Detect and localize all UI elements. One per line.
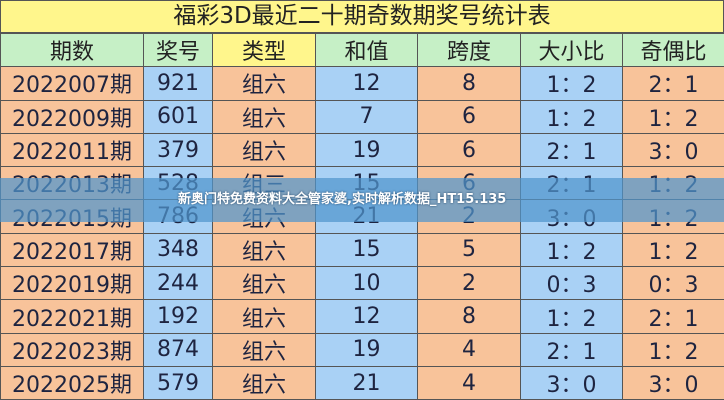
table-cell: 1：2 <box>520 299 623 334</box>
table-cell: 12 <box>315 299 418 334</box>
table-cell: 1：2 <box>622 332 724 367</box>
table-cell: 2022021期 <box>0 299 144 334</box>
table-cell: 组六 <box>212 132 316 168</box>
table-cell: 2：1 <box>520 332 623 367</box>
table-row: 2022009期 601 组六 7 6 1：2 1：2 <box>0 99 724 134</box>
table-cell: 2：1 <box>520 132 623 168</box>
table-cell: 379 <box>143 132 213 168</box>
table-row: 2022017期 348 组六 15 5 1：2 1：2 <box>0 232 724 268</box>
table-cell: 0：3 <box>520 266 623 301</box>
column-header: 和值 <box>315 32 418 68</box>
table-cell: 2 <box>417 266 521 301</box>
table-cell: 19 <box>315 132 418 168</box>
table-cell: 2022025期 <box>0 365 144 400</box>
table-cell: 192 <box>143 299 213 334</box>
table-cell: 2：1 <box>622 66 724 101</box>
table-cell: 组六 <box>212 232 316 268</box>
table-cell: 1：2 <box>520 66 623 101</box>
table-cell: 601 <box>143 99 213 134</box>
table-cell: 0：3 <box>622 266 724 301</box>
table-cell: 5 <box>417 232 521 268</box>
column-header: 期数 <box>0 32 144 68</box>
table-cell: 1：2 <box>622 232 724 268</box>
table-cell: 7 <box>315 99 418 134</box>
table-cell: 组六 <box>212 66 316 101</box>
table-cell: 4 <box>417 332 521 367</box>
table-cell: 6 <box>417 132 521 168</box>
table-cell: 2022011期 <box>0 132 144 168</box>
table-row: 2022025期 579 组六 21 4 3：0 3：0 <box>0 365 724 400</box>
table-cell: 3：0 <box>622 132 724 168</box>
table-cell: 1：2 <box>520 232 623 268</box>
table-cell: 244 <box>143 266 213 301</box>
table-cell: 12 <box>315 66 418 101</box>
table-cell: 4 <box>417 365 521 400</box>
table-cell: 874 <box>143 332 213 367</box>
table-cell: 1：2 <box>520 99 623 134</box>
table-cell: 10 <box>315 266 418 301</box>
table-cell: 组六 <box>212 365 316 400</box>
table-cell: 15 <box>315 232 418 268</box>
column-header: 大小比 <box>520 32 623 68</box>
table-cell: 组六 <box>212 266 316 301</box>
table-cell: 组六 <box>212 299 316 334</box>
table-cell: 2022007期 <box>0 66 144 101</box>
table-cell: 2：1 <box>622 299 724 334</box>
table-cell: 8 <box>417 66 521 101</box>
table-cell: 2022023期 <box>0 332 144 367</box>
table-cell: 6 <box>417 99 521 134</box>
overlay-banner[interactable]: 新奥门特免费资料大全管家婆,实时解析数据_HT15.135 <box>0 178 724 222</box>
table-cell: 348 <box>143 232 213 268</box>
column-header: 奖号 <box>143 32 213 68</box>
table-row: 2022023期 874 组六 19 4 2：1 1：2 <box>0 332 724 367</box>
table-cell: 2022017期 <box>0 232 144 268</box>
table-cell: 579 <box>143 365 213 400</box>
table-cell: 8 <box>417 299 521 334</box>
table-cell: 组六 <box>212 99 316 134</box>
column-header: 跨度 <box>417 32 521 68</box>
table-row: 2022019期 244 组六 10 2 0：3 0：3 <box>0 266 724 301</box>
table-cell: 21 <box>315 365 418 400</box>
column-header: 类型 <box>212 32 316 68</box>
table-cell: 2022009期 <box>0 99 144 134</box>
table-title: 福彩3D最近二十期奇数期奖号统计表 <box>0 0 724 33</box>
table-cell: 3：0 <box>520 365 623 400</box>
table-cell: 3：0 <box>622 365 724 400</box>
table-cell: 组六 <box>212 332 316 367</box>
table-row: 2022007期 921 组六 12 8 1：2 2：1 <box>0 66 724 101</box>
table-row: 2022021期 192 组六 12 8 1：2 2：1 <box>0 299 724 334</box>
table-cell: 2022019期 <box>0 266 144 301</box>
table-row: 2022011期 379 组六 19 6 2：1 3：0 <box>0 132 724 168</box>
column-header: 奇偶比 <box>622 32 724 68</box>
table-cell: 921 <box>143 66 213 101</box>
table-cell: 1：2 <box>622 99 724 134</box>
table-cell: 19 <box>315 332 418 367</box>
